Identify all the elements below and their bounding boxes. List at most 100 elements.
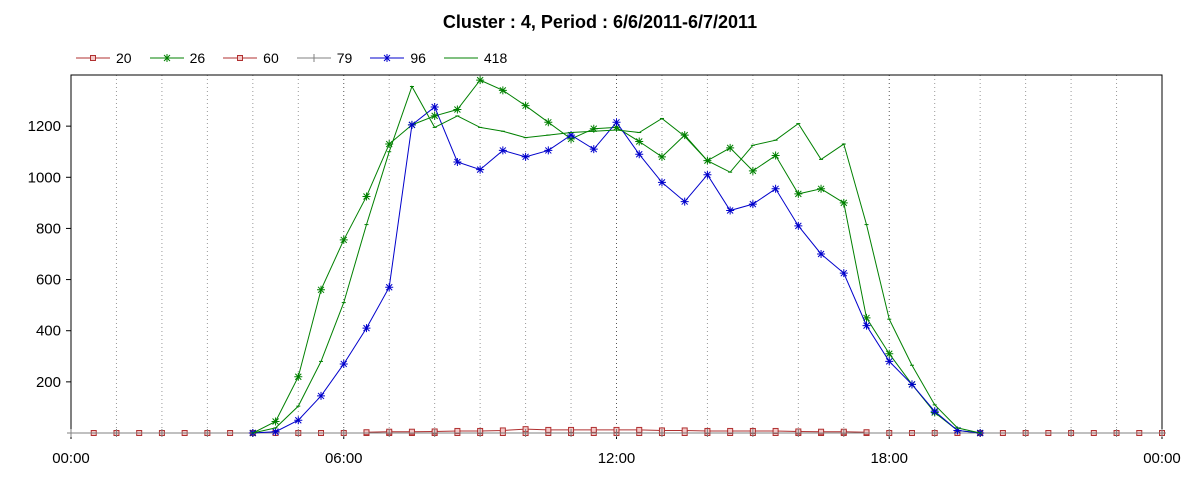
x-tick-label: 00:00 bbox=[1143, 450, 1181, 467]
data-point bbox=[453, 105, 462, 114]
data-point bbox=[680, 197, 689, 206]
data-point bbox=[521, 429, 530, 437]
y-tick-label: 1000 bbox=[28, 169, 61, 186]
data-point bbox=[885, 357, 894, 366]
legend-swatch bbox=[370, 54, 405, 62]
x-tick-label: 00:00 bbox=[52, 450, 90, 467]
data-point bbox=[430, 111, 439, 120]
data-point bbox=[294, 429, 303, 437]
data-point bbox=[863, 429, 870, 436]
data-point bbox=[317, 391, 326, 400]
legend-item: 60 bbox=[223, 50, 279, 66]
data-point bbox=[657, 429, 666, 437]
legend-label: 79 bbox=[336, 50, 353, 66]
data-point bbox=[771, 151, 780, 160]
x-tick-label: 12:00 bbox=[598, 450, 636, 467]
data-point bbox=[203, 429, 212, 437]
data-point bbox=[544, 118, 553, 127]
data-point bbox=[839, 198, 848, 207]
data-point bbox=[157, 429, 166, 437]
data-point bbox=[363, 429, 370, 436]
data-point bbox=[885, 349, 894, 358]
series-line-26 bbox=[252, 79, 981, 434]
data-point bbox=[589, 124, 598, 133]
legend-item: 79 bbox=[296, 50, 353, 66]
data-point bbox=[589, 145, 598, 154]
data-point bbox=[476, 76, 485, 85]
data-point bbox=[476, 165, 485, 174]
data-point bbox=[112, 429, 121, 437]
data-point bbox=[339, 235, 348, 244]
data-point bbox=[930, 407, 939, 416]
legend-label: 20 bbox=[116, 50, 132, 66]
data-point bbox=[294, 416, 303, 425]
data-point bbox=[476, 429, 485, 437]
data-point bbox=[680, 131, 689, 140]
data-point bbox=[612, 123, 621, 132]
data-point bbox=[794, 429, 803, 437]
data-point bbox=[1158, 429, 1166, 437]
data-point bbox=[1021, 429, 1030, 437]
data-point bbox=[407, 120, 416, 129]
data-point bbox=[567, 429, 576, 437]
data-point bbox=[521, 101, 530, 110]
data-point bbox=[636, 426, 643, 433]
legend-label: 26 bbox=[189, 50, 206, 66]
data-point bbox=[771, 184, 780, 193]
data-point bbox=[430, 102, 439, 111]
data-point bbox=[612, 429, 621, 437]
data-point bbox=[885, 429, 894, 437]
series-96 bbox=[248, 102, 985, 437]
data-point bbox=[726, 206, 735, 215]
legend-item: 20 bbox=[76, 50, 132, 66]
data-point bbox=[544, 146, 553, 155]
y-tick-label: 200 bbox=[36, 374, 61, 391]
data-point bbox=[839, 269, 848, 278]
data-point bbox=[339, 429, 348, 437]
data-point bbox=[703, 429, 712, 437]
data-point bbox=[818, 428, 825, 435]
legend-swatch bbox=[443, 57, 478, 59]
data-point bbox=[362, 192, 371, 201]
data-point bbox=[657, 152, 666, 161]
data-point bbox=[839, 429, 848, 437]
data-point bbox=[339, 359, 348, 368]
legend-item: 418 bbox=[443, 50, 507, 66]
data-point bbox=[67, 429, 75, 437]
data-point bbox=[567, 131, 576, 140]
data-point bbox=[317, 285, 326, 294]
data-point bbox=[499, 427, 506, 434]
legend-item: 26 bbox=[149, 50, 206, 66]
series-418 bbox=[250, 85, 983, 434]
data-point bbox=[794, 189, 803, 198]
data-point bbox=[817, 250, 826, 258]
data-point bbox=[635, 137, 644, 146]
data-point bbox=[294, 372, 303, 381]
legend-swatch bbox=[149, 54, 184, 62]
legend-swatch bbox=[296, 54, 331, 62]
data-point bbox=[657, 178, 666, 187]
data-point bbox=[817, 184, 826, 193]
data-point bbox=[362, 324, 371, 333]
y-tick-label: 400 bbox=[36, 323, 61, 340]
legend-label: 96 bbox=[410, 50, 426, 66]
data-point bbox=[498, 86, 507, 95]
x-tick-label: 06:00 bbox=[325, 450, 363, 467]
legend-swatch bbox=[76, 55, 110, 61]
data-point bbox=[703, 170, 712, 179]
data-point bbox=[453, 157, 462, 166]
data-point bbox=[681, 427, 688, 434]
data-point bbox=[748, 200, 757, 209]
data-point bbox=[907, 380, 916, 389]
legend-swatch-marker bbox=[383, 54, 392, 62]
y-tick-label: 600 bbox=[36, 272, 61, 289]
data-point bbox=[545, 426, 552, 433]
legend: 20 26 60 79 96 418 bbox=[76, 49, 525, 67]
y-tick-label: 800 bbox=[36, 220, 61, 237]
legend-swatch-marker bbox=[237, 55, 244, 61]
data-point bbox=[385, 429, 394, 437]
data-point bbox=[498, 146, 507, 155]
data-point bbox=[590, 426, 597, 433]
data-point bbox=[794, 221, 803, 230]
